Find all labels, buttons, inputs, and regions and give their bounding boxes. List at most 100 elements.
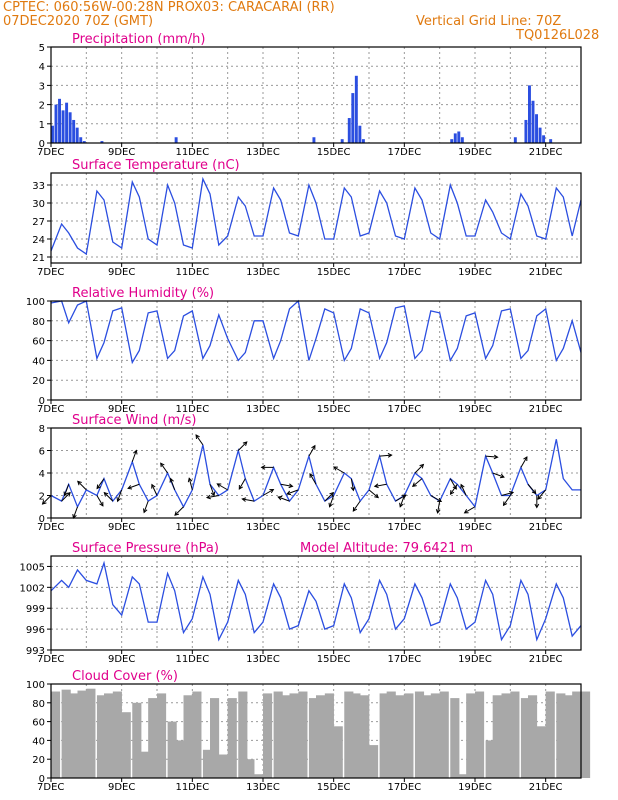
wind-arrow	[195, 434, 204, 446]
x-tick-label: 21DEC	[529, 147, 563, 158]
wind-arrow	[501, 491, 515, 496]
wind-arrow	[237, 441, 248, 451]
y-tick-label: 0	[39, 396, 45, 407]
x-tick-label: 19DEC	[458, 267, 492, 278]
x-tick-label: 11DEC	[175, 654, 209, 665]
cloud-cover-bar	[563, 695, 573, 778]
x-tick-label: 15DEC	[317, 522, 351, 533]
wind-arrow	[460, 483, 467, 496]
wind-arrow	[77, 480, 87, 491]
x-tick-label: 15DEC	[317, 404, 351, 415]
x-tick-label: 13DEC	[246, 782, 280, 793]
x-tick-label: 7DEC	[37, 522, 64, 533]
cloud-cover-bar	[273, 691, 283, 778]
y-tick-label: 1002	[20, 583, 45, 594]
wind-arrow	[216, 483, 228, 491]
precip-bar	[61, 110, 65, 143]
precip-bar	[513, 137, 517, 143]
y-tick-label: 2	[39, 492, 45, 503]
x-tick-label: 15DEC	[317, 654, 351, 665]
cloud-cover-bar	[386, 691, 396, 778]
y-tick-label: 21	[32, 253, 45, 264]
cloud-cover-bar	[501, 693, 511, 778]
wind-arrow	[262, 488, 275, 496]
wind-arrow	[131, 449, 138, 462]
wind-arrow	[379, 453, 393, 458]
cloud-cover-bar	[61, 689, 71, 778]
y-tick-label: 80	[32, 699, 45, 710]
wind-arrow	[324, 491, 335, 502]
x-tick-label: 13DEC	[246, 522, 280, 533]
precip-bar	[312, 137, 316, 143]
x-tick-label: 11DEC	[175, 267, 209, 278]
cloud-cover-bar	[450, 698, 460, 778]
y-tick-label: 6	[39, 447, 45, 458]
cloud-cover-bar	[395, 695, 405, 778]
plot-frame	[50, 300, 582, 401]
y-tick-label: 40	[32, 356, 45, 367]
x-tick-label: 9DEC	[108, 267, 135, 278]
wind-arrow	[72, 506, 78, 519]
x-tick-label: 13DEC	[246, 267, 280, 278]
x-tick-label: 9DEC	[108, 782, 135, 793]
precip-bar	[460, 137, 464, 143]
y-tick-label: 1005	[20, 562, 45, 573]
wind-arrow	[492, 472, 505, 479]
wind-arrow	[534, 495, 540, 509]
x-tick-label: 9DEC	[108, 147, 135, 158]
cloud-cover-bar	[430, 693, 440, 778]
wind-arrow	[502, 495, 511, 507]
x-tick-label: 9DEC	[108, 522, 135, 533]
x-tick-label: 11DEC	[175, 522, 209, 533]
wind-arrow	[238, 478, 246, 490]
cloud-cover-bar	[51, 691, 61, 778]
x-tick-label: 19DEC	[458, 147, 492, 158]
panel-precip	[47, 46, 582, 147]
cloud-cover-bar	[139, 751, 149, 778]
y-tick-label: 2	[39, 101, 45, 112]
wind-arrow	[463, 506, 476, 514]
x-tick-label: 21DEC	[529, 522, 563, 533]
panel-rh	[47, 299, 582, 404]
precip-bar	[65, 102, 69, 143]
wind-arrow	[308, 444, 316, 457]
cloud-cover-bar	[379, 693, 389, 778]
x-tick-label: 21DEC	[529, 782, 563, 793]
wind-arrow	[373, 483, 387, 489]
cloud-cover-bar	[344, 691, 354, 778]
y-tick-label: 8	[39, 424, 45, 435]
y-tick-label: 100	[26, 297, 45, 308]
cloud-cover-bar	[210, 698, 220, 778]
y-tick-label: 60	[32, 337, 45, 348]
cloud-cover-bar	[245, 759, 255, 778]
y-tick-label: 996	[26, 625, 45, 636]
panel-title: Surface Temperature (nC)	[72, 158, 240, 173]
cloud-cover-bar	[112, 691, 122, 778]
y-tick-label: 20	[32, 376, 45, 387]
y-tick-label: 0	[39, 514, 45, 525]
y-tick-label: 0	[39, 774, 45, 785]
precip-bar	[68, 112, 72, 143]
y-tick-label: 5	[39, 43, 45, 54]
x-tick-label: 17DEC	[387, 267, 421, 278]
precip-bar	[450, 139, 454, 143]
cloud-cover-bar	[324, 693, 334, 778]
cloud-cover-bar	[333, 726, 343, 778]
x-tick-label: 21DEC	[529, 654, 563, 665]
x-tick-label: 7DEC	[37, 267, 64, 278]
wind-arrow	[411, 478, 423, 487]
cloud-cover-bar	[457, 774, 467, 778]
wind-arrow	[435, 501, 441, 514]
wind-arrow	[485, 454, 499, 460]
x-tick-label: 21DEC	[529, 404, 563, 415]
precip-bar	[82, 141, 86, 143]
wind-arrow	[309, 473, 317, 485]
precip-bar	[100, 141, 104, 143]
station-title: CPTEC: 060:56W-00:28N PROX03: CARACARAI …	[3, 0, 335, 15]
x-tick-label: 11DEC	[175, 147, 209, 158]
wind-arrow	[260, 465, 274, 470]
x-tick-label: 19DEC	[458, 782, 492, 793]
y-tick-label: 33	[32, 181, 45, 192]
wind-arrow	[368, 489, 380, 499]
